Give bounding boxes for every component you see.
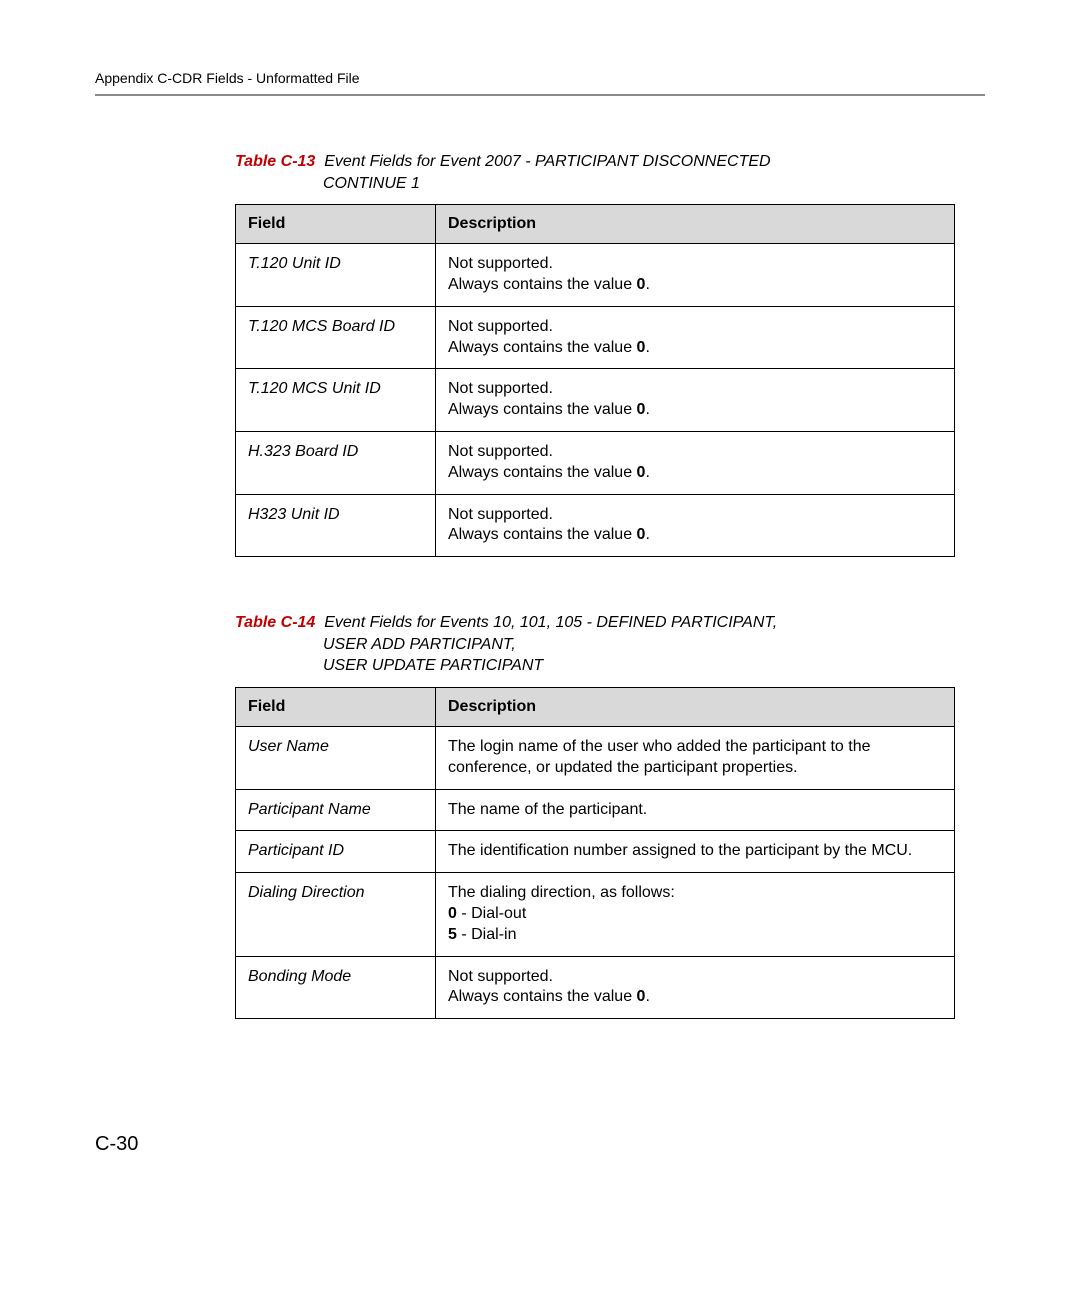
- cell-desc: Not supported. Always contains the value…: [436, 431, 955, 494]
- desc-line2c: .: [645, 988, 649, 1005]
- col-field: Field: [236, 687, 436, 726]
- table-header-row: Field Description: [236, 687, 955, 726]
- desc-line2a: Always contains the value: [448, 276, 637, 293]
- cell-desc: The identification number assigned to th…: [436, 831, 955, 873]
- header-rule: [95, 94, 985, 96]
- desc-line2c: .: [645, 339, 649, 356]
- cell-desc: The dialing direction, as follows: 0 - D…: [436, 873, 955, 956]
- cell-desc: Not supported. Always contains the value…: [436, 494, 955, 557]
- cell-field: T.120 Unit ID: [236, 244, 436, 307]
- cell-field: H.323 Board ID: [236, 431, 436, 494]
- table-row: T.120 MCS Board ID Not supported. Always…: [236, 306, 955, 369]
- col-field: Field: [236, 205, 436, 244]
- table-row: Dialing Direction The dialing direction,…: [236, 873, 955, 956]
- col-description: Description: [436, 687, 955, 726]
- cell-desc: Not supported. Always contains the value…: [436, 956, 955, 1019]
- desc-line2a: Always contains the value: [448, 988, 637, 1005]
- page-number: C-30: [95, 1133, 138, 1156]
- caption-text-line1: Event Fields for Events 10, 101, 105 - D…: [324, 614, 777, 631]
- col-description: Description: [436, 205, 955, 244]
- table-row: Participant ID The identification number…: [236, 831, 955, 873]
- table-row: T.120 Unit ID Not supported. Always cont…: [236, 244, 955, 307]
- cell-field: T.120 MCS Unit ID: [236, 369, 436, 432]
- cell-field: Bonding Mode: [236, 956, 436, 1019]
- table-c14: Field Description User Name The login na…: [235, 687, 955, 1019]
- desc-text: - Dial-out: [457, 905, 526, 922]
- page: Appendix C-CDR Fields - Unformatted File…: [0, 0, 1080, 1306]
- table-c14-caption: Table C-14 Event Fields for Events 10, 1…: [95, 612, 985, 677]
- desc-line1: Not supported.: [448, 255, 553, 272]
- cell-desc: The login name of the user who added the…: [436, 726, 955, 789]
- cell-field: T.120 MCS Board ID: [236, 306, 436, 369]
- caption-text-line2: USER ADD PARTICIPANT,: [235, 634, 985, 656]
- table-row: User Name The login name of the user who…: [236, 726, 955, 789]
- desc-line1: Not supported.: [448, 443, 553, 460]
- caption-label: Table C-13: [235, 153, 315, 170]
- caption-text-line3: USER UPDATE PARTICIPANT: [235, 655, 985, 677]
- cell-field: Participant Name: [236, 789, 436, 831]
- table-row: T.120 MCS Unit ID Not supported. Always …: [236, 369, 955, 432]
- cell-field: User Name: [236, 726, 436, 789]
- desc-line1: The dialing direction, as follows:: [448, 884, 675, 901]
- desc-text: - Dial-in: [457, 926, 517, 943]
- cell-desc: Not supported. Always contains the value…: [436, 306, 955, 369]
- desc-line1: Not supported.: [448, 968, 553, 985]
- caption-text-line1: Event Fields for Event 2007 - PARTICIPAN…: [324, 153, 770, 170]
- cell-field: Participant ID: [236, 831, 436, 873]
- table-header-row: Field Description: [236, 205, 955, 244]
- desc-line1: Not supported.: [448, 380, 553, 397]
- desc-line2a: Always contains the value: [448, 526, 637, 543]
- caption-text-line2: CONTINUE 1: [235, 173, 985, 195]
- table-row: H323 Unit ID Not supported. Always conta…: [236, 494, 955, 557]
- table-c13: Field Description T.120 Unit ID Not supp…: [235, 204, 955, 557]
- desc-line2a: Always contains the value: [448, 464, 637, 481]
- table-row: Bonding Mode Not supported. Always conta…: [236, 956, 955, 1019]
- running-header: Appendix C-CDR Fields - Unformatted File: [95, 70, 985, 86]
- cell-desc: Not supported. Always contains the value…: [436, 244, 955, 307]
- desc-line1: Not supported.: [448, 318, 553, 335]
- desc-line2c: .: [645, 464, 649, 481]
- desc-line2c: .: [645, 526, 649, 543]
- table-row: H.323 Board ID Not supported. Always con…: [236, 431, 955, 494]
- desc-line2a: Always contains the value: [448, 339, 637, 356]
- desc-line2c: .: [645, 401, 649, 418]
- cell-desc: The name of the participant.: [436, 789, 955, 831]
- cell-desc: Not supported. Always contains the value…: [436, 369, 955, 432]
- table-row: Participant Name The name of the partici…: [236, 789, 955, 831]
- desc-line2a: Always contains the value: [448, 401, 637, 418]
- cell-field: Dialing Direction: [236, 873, 436, 956]
- desc-value: 0: [448, 905, 457, 922]
- desc-line2c: .: [645, 276, 649, 293]
- table-c13-caption: Table C-13 Event Fields for Event 2007 -…: [95, 151, 985, 194]
- desc-value: 5: [448, 926, 457, 943]
- desc-line1: Not supported.: [448, 506, 553, 523]
- cell-field: H323 Unit ID: [236, 494, 436, 557]
- caption-label: Table C-14: [235, 614, 315, 631]
